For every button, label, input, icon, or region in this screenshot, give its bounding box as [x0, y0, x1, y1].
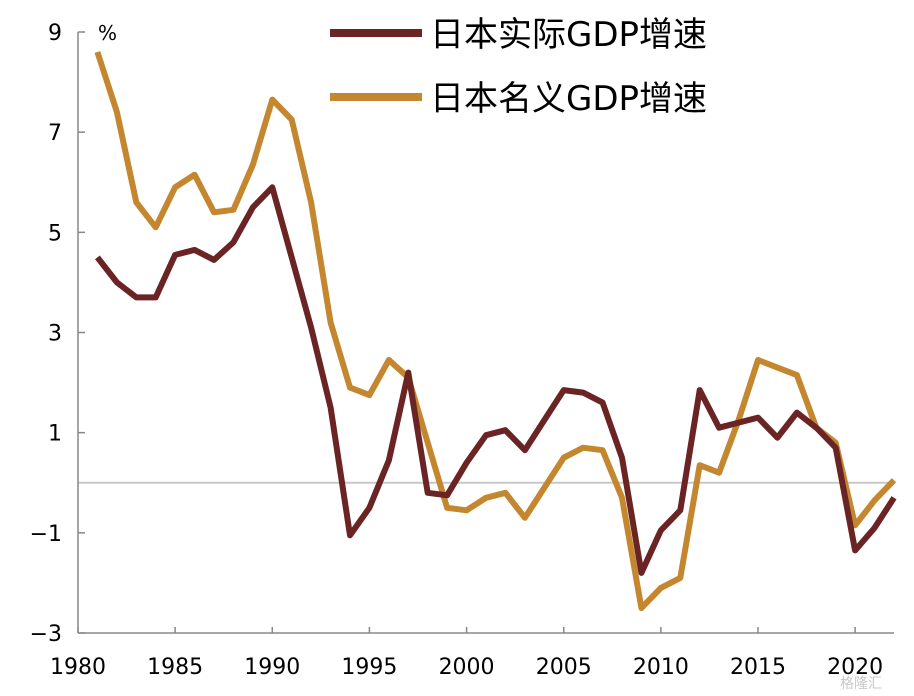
- x-tick-label: 2015: [730, 655, 786, 680]
- y-tick-label: 5: [48, 221, 62, 246]
- series-line-0: [95, 184, 897, 576]
- axis-layer: −3 −1 1 3 5 7 9 1980 1985 1990 1995 2000 2005 2010 201…: [30, 21, 894, 680]
- x-tick-label: 2000: [439, 655, 495, 680]
- x-tick-label: 2010: [633, 655, 689, 680]
- unit-label: %: [98, 21, 117, 45]
- y-tick-label: 7: [48, 121, 62, 146]
- y-tick-label: −1: [30, 522, 62, 547]
- y-tick-label: 9: [48, 21, 62, 46]
- x-tick-label: 1995: [341, 655, 397, 680]
- legend-label-0: 日本实际GDP增速: [430, 15, 707, 55]
- x-tick-label: 1980: [50, 655, 106, 680]
- series-line-1: [94, 51, 897, 611]
- y-tick-label: 3: [48, 322, 62, 347]
- y-tick-label: −3: [30, 622, 62, 647]
- x-tick-label: 2020: [827, 655, 883, 680]
- watermark: 格隆汇: [840, 676, 882, 692]
- legend-label-1: 日本名义GDP增速: [430, 79, 707, 119]
- x-tick-label: 1990: [244, 655, 300, 680]
- x-tick-label: 2005: [536, 655, 592, 680]
- series-layer: [94, 51, 897, 611]
- x-tick-label: 1985: [147, 655, 203, 680]
- y-tick-label: 1: [48, 422, 62, 447]
